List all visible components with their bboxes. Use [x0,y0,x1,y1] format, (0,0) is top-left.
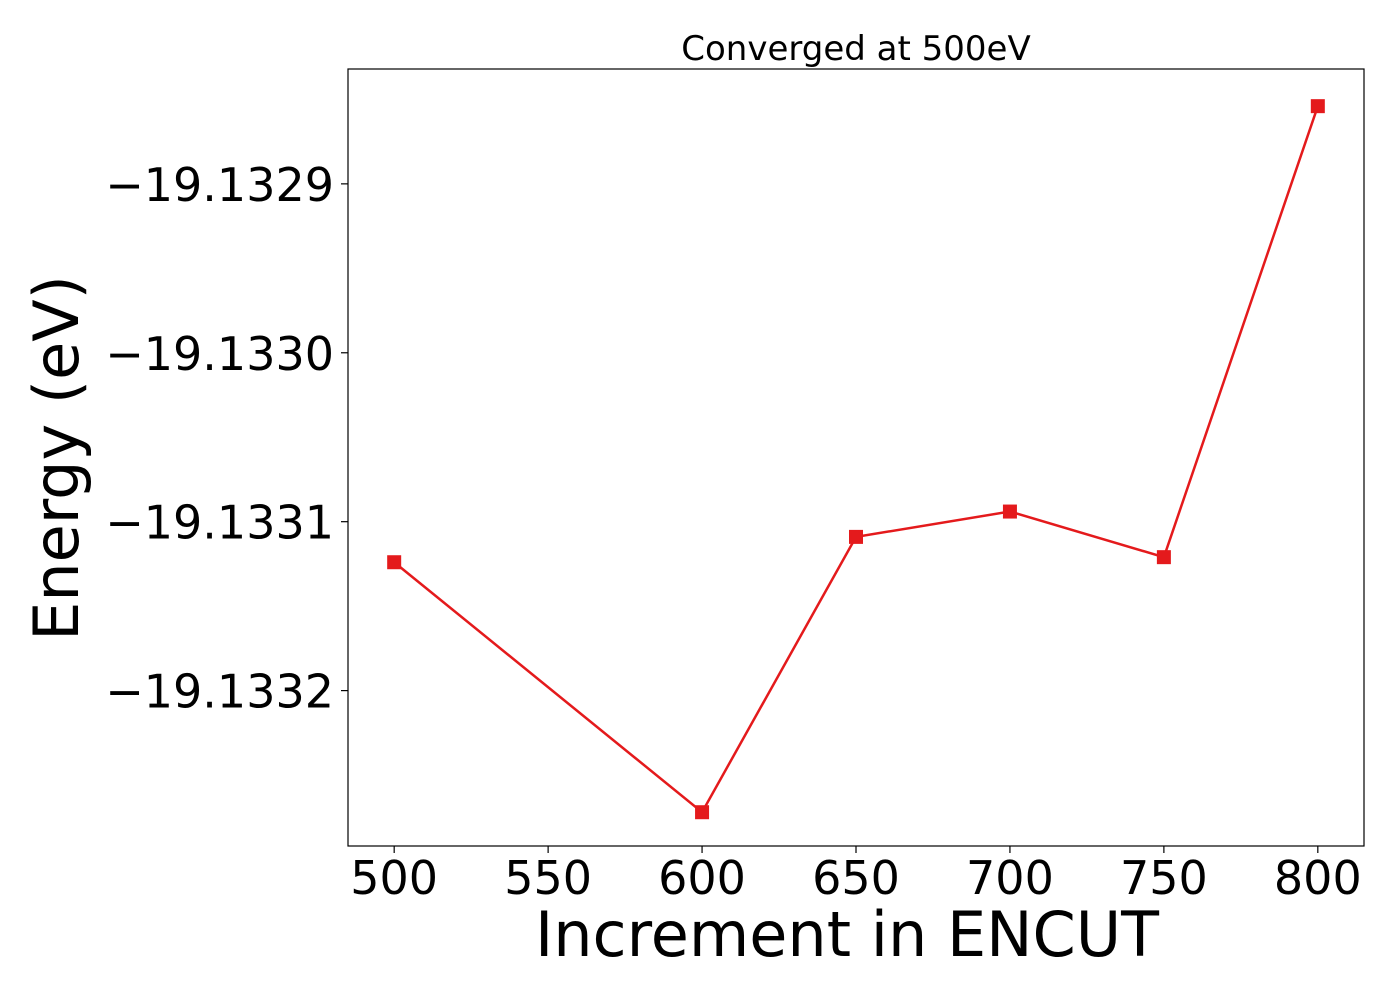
data-point-marker [695,805,710,820]
plot-area-frame [347,68,1365,847]
x-tick-label: 600 [658,851,746,905]
series-line [393,105,1320,815]
series-layer [387,99,1325,820]
y-axis: −19.1329 −19.1330 −19.1331 −19.1332 [105,158,348,719]
x-tick-label: 700 [966,851,1054,905]
y-tick-label: −19.1330 [105,327,334,381]
x-axis-label: Increment in ENCUT [535,898,1160,971]
data-point-marker [1002,504,1017,519]
x-tick-label: 750 [1120,851,1208,905]
chart-title: Converged at 500eV [681,29,1030,69]
data-point-marker [849,529,863,544]
x-tick-label: 500 [350,851,438,905]
x-tick-label: 650 [812,851,900,905]
x-axis: 500 550 600 650 700 750 800 [350,846,1362,905]
x-tick-label: 550 [504,851,592,905]
x-tick-label: 800 [1274,851,1362,905]
data-point-marker [1310,99,1325,114]
data-point-marker [387,555,402,570]
y-tick-label: −19.1331 [105,496,334,550]
y-tick-label: −19.1329 [105,158,334,212]
y-tick-label: −19.1332 [105,665,334,719]
y-axis-label: Energy (eV) [20,275,93,641]
data-point-marker [1156,550,1171,565]
